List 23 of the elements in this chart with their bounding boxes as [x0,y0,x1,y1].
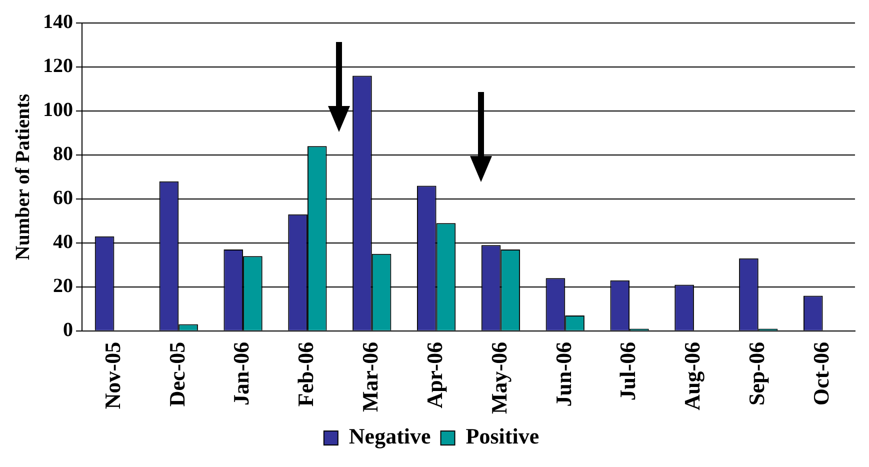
y-tick-label: 60 [53,187,73,210]
x-tick-label: Nov-05 [100,342,125,410]
y-tick-label: 80 [53,143,73,166]
y-tick-label: 40 [53,231,73,254]
x-tick-label: Jan-06 [228,342,254,406]
x-tick-label: Dec-05 [164,342,190,407]
x-tick-label: Oct-06 [808,342,834,406]
x-tick-label: May-06 [486,342,512,414]
legend-label: Positive [466,424,540,449]
x-tick-label: Aug-06 [680,342,705,410]
legend-label: Negative [348,424,432,449]
x-tick-label: Feb-06 [293,342,318,407]
x-tick-label: Sep-06 [744,342,770,406]
y-tick-label: 0 [63,319,73,342]
y-tick-label: 100 [43,99,73,122]
y-axis-title: Number of Patients [12,94,34,260]
y-tick-label: 140 [43,11,73,34]
y-tick-label: 120 [43,55,73,78]
x-tick-label: Mar-06 [358,342,383,412]
x-tick-label: Jun-06 [550,342,576,407]
x-tick-label: Jul-06 [615,342,640,401]
y-tick-label: 20 [53,275,73,298]
x-tick-label: Apr-06 [422,342,447,408]
